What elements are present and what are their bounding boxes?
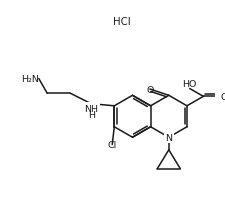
Text: HO: HO [182, 80, 196, 89]
Text: H₂N: H₂N [21, 75, 39, 84]
Text: HCl: HCl [113, 17, 130, 27]
Text: H: H [87, 111, 94, 120]
Text: NH: NH [84, 104, 98, 113]
Text: N: N [164, 133, 171, 142]
Text: O: O [219, 92, 225, 101]
Text: Cl: Cl [107, 140, 116, 149]
Text: O: O [146, 85, 153, 94]
